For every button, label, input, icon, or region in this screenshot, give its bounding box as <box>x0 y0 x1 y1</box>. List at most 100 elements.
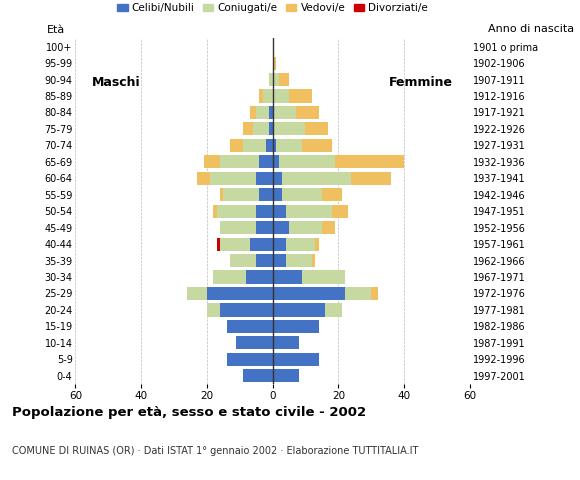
Bar <box>273 287 371 300</box>
Bar <box>237 336 273 349</box>
Bar <box>273 353 318 366</box>
Bar <box>266 139 273 152</box>
Bar <box>273 188 322 201</box>
Bar <box>269 73 273 86</box>
Bar <box>273 238 286 251</box>
Bar <box>273 270 302 284</box>
Bar <box>269 73 273 86</box>
Bar <box>187 287 273 300</box>
Bar <box>227 353 273 366</box>
Bar <box>259 188 273 201</box>
Bar <box>273 172 282 185</box>
Bar <box>273 320 318 333</box>
Bar <box>227 320 273 333</box>
Bar <box>220 155 273 168</box>
Bar <box>273 73 279 86</box>
Bar <box>273 221 335 234</box>
Bar <box>249 238 273 251</box>
Bar <box>273 303 342 316</box>
Bar <box>273 155 404 168</box>
Text: COMUNE DI RUINAS (OR) · Dati ISTAT 1° gennaio 2002 · Elaborazione TUTTITALIA.IT: COMUNE DI RUINAS (OR) · Dati ISTAT 1° ge… <box>12 446 418 456</box>
Bar <box>253 122 273 135</box>
Bar <box>273 303 325 316</box>
Bar <box>243 122 273 135</box>
Bar <box>230 139 273 152</box>
Bar <box>227 353 273 366</box>
Bar <box>204 155 273 168</box>
Bar <box>273 238 318 251</box>
Bar <box>273 204 286 218</box>
Bar <box>256 254 273 267</box>
Bar <box>237 336 273 349</box>
Bar <box>217 204 273 218</box>
Bar <box>243 122 273 135</box>
Bar <box>227 320 273 333</box>
Bar <box>227 353 273 366</box>
Bar <box>273 106 296 119</box>
Bar <box>263 89 273 103</box>
Bar <box>227 353 273 366</box>
Bar <box>207 303 273 316</box>
Bar <box>227 320 273 333</box>
Bar <box>213 270 273 284</box>
Bar <box>269 106 273 119</box>
Bar <box>220 238 273 251</box>
Bar <box>259 89 273 103</box>
Text: Femmine: Femmine <box>389 75 454 88</box>
Bar <box>213 270 273 284</box>
Bar <box>273 287 378 300</box>
Bar <box>220 188 273 201</box>
Bar <box>273 89 289 103</box>
Bar <box>273 320 318 333</box>
Bar <box>273 221 289 234</box>
Bar <box>217 238 273 251</box>
Bar <box>249 106 273 119</box>
Bar <box>273 369 299 383</box>
Bar <box>256 204 273 218</box>
Bar <box>273 254 316 267</box>
Bar <box>213 204 273 218</box>
Bar <box>273 336 299 349</box>
Bar <box>220 221 273 234</box>
Bar <box>273 369 299 383</box>
Bar <box>230 254 273 267</box>
Bar <box>256 106 273 119</box>
Bar <box>273 336 299 349</box>
Bar <box>273 270 345 284</box>
Bar <box>243 369 273 383</box>
Bar <box>220 238 273 251</box>
Bar <box>273 188 342 201</box>
Bar <box>273 369 299 383</box>
Bar <box>273 89 312 103</box>
Bar <box>273 204 332 218</box>
Bar <box>230 254 273 267</box>
Bar <box>197 172 273 185</box>
Bar <box>197 172 273 185</box>
Bar <box>273 139 276 152</box>
Bar <box>273 106 318 119</box>
Bar <box>273 287 345 300</box>
Bar <box>207 303 273 316</box>
Bar <box>269 122 273 135</box>
Bar <box>249 106 273 119</box>
Bar <box>204 155 273 168</box>
Bar <box>273 238 316 251</box>
Bar <box>230 254 273 267</box>
Bar <box>273 353 318 366</box>
Bar <box>237 336 273 349</box>
Bar <box>223 188 273 201</box>
Bar <box>220 188 273 201</box>
Bar <box>273 254 286 267</box>
Bar <box>273 172 351 185</box>
Bar <box>246 270 273 284</box>
Bar <box>273 155 279 168</box>
Bar <box>273 139 302 152</box>
Bar <box>237 336 273 349</box>
Bar <box>220 303 273 316</box>
Bar <box>273 254 312 267</box>
Bar <box>273 221 322 234</box>
Bar <box>273 139 332 152</box>
Bar <box>273 155 335 168</box>
Text: Età: Età <box>48 25 66 35</box>
Bar <box>220 221 273 234</box>
